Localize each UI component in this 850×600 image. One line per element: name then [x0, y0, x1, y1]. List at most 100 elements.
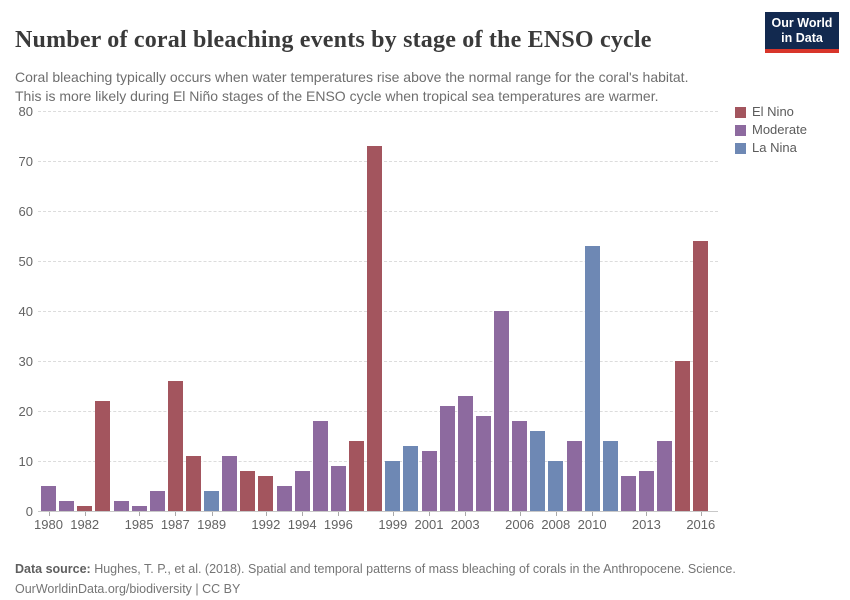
y-tick-label-30: 30: [18, 354, 33, 369]
bar-2014[interactable]: [657, 441, 673, 511]
bar-1990[interactable]: [222, 456, 238, 511]
bar-2016[interactable]: [693, 241, 709, 511]
bar-2009[interactable]: [566, 441, 582, 511]
legend-label: La Nina: [752, 140, 797, 155]
y-tick-label-80: 80: [18, 104, 33, 119]
x-tick-label-1989: 1989: [197, 517, 227, 532]
x-tick-1982: [84, 512, 86, 516]
x-tick-label-1994: 1994: [287, 517, 317, 532]
bar-1993[interactable]: [276, 486, 292, 511]
bar-1995[interactable]: [312, 421, 328, 511]
bar-1999[interactable]: [385, 461, 401, 511]
license-text: | CC BY: [191, 581, 241, 596]
x-tick-2010: [592, 512, 594, 516]
bar-2012[interactable]: [620, 476, 636, 511]
bar-1981[interactable]: [59, 501, 75, 511]
license-line: OurWorldinData.org/biodiversity | CC BY: [15, 579, 815, 599]
bar-2011[interactable]: [602, 441, 618, 511]
y-tick-label-50: 50: [18, 254, 33, 269]
x-tick-1999: [392, 512, 394, 516]
x-tick-1985: [139, 512, 141, 516]
x-tick-2013: [646, 512, 648, 516]
owid-url-link[interactable]: OurWorldinData.org/biodiversity: [15, 581, 192, 596]
x-tick-label-2010: 2010: [577, 517, 607, 532]
page-title: Number of coral bleaching events by stag…: [15, 27, 652, 54]
bar-1983[interactable]: [95, 401, 111, 511]
y-tick-label-60: 60: [18, 204, 33, 219]
owid-logo-line2: in Data: [781, 30, 823, 45]
chart-subtitle: Coral bleaching typically occurs when wa…: [15, 68, 755, 106]
x-tick-label-2008: 2008: [541, 517, 571, 532]
legend-label: Moderate: [752, 122, 807, 137]
bar-1998[interactable]: [367, 146, 383, 511]
x-tick-2001: [429, 512, 430, 516]
x-tick-label-1996: 1996: [323, 517, 353, 532]
bar-1997[interactable]: [349, 441, 364, 511]
bar-1984[interactable]: [113, 501, 129, 511]
x-tick-label-1992: 1992: [251, 517, 281, 532]
bar-1980[interactable]: [41, 486, 56, 511]
y-tick-label-10: 10: [18, 454, 33, 469]
subtitle-line-2: This is more likely during El Niño stage…: [15, 88, 659, 104]
bar-2006[interactable]: [512, 421, 528, 511]
x-tick-1994: [302, 512, 304, 516]
x-axis-line: [38, 511, 718, 512]
x-tick-2006: [519, 512, 521, 516]
x-tick-label-2001: 2001: [414, 517, 444, 532]
legend-item-la-nina[interactable]: La Nina: [735, 140, 807, 155]
bar-2015[interactable]: [675, 361, 691, 511]
x-tick-label-2013: 2013: [631, 517, 661, 532]
x-tick-1980: [48, 512, 50, 516]
owid-logo-line1: Our World: [771, 15, 833, 30]
owid-logo: Our World in Data: [765, 12, 839, 53]
bar-1988[interactable]: [186, 456, 201, 511]
y-tick-label-40: 40: [18, 304, 33, 319]
bar-1985[interactable]: [131, 506, 147, 511]
bar-2004[interactable]: [475, 416, 491, 511]
legend-swatch-icon: [735, 124, 746, 136]
bar-1986[interactable]: [149, 491, 165, 511]
bar-2010[interactable]: [584, 246, 600, 511]
bar-2005[interactable]: [494, 311, 509, 511]
x-tick-2003: [465, 512, 467, 516]
bar-2013[interactable]: [638, 471, 654, 511]
x-tick-1987: [175, 512, 177, 516]
bar-2007[interactable]: [530, 431, 546, 511]
data-source-line: Data source: Hughes, T. P., et al. (2018…: [15, 559, 815, 579]
bar-1994[interactable]: [294, 471, 310, 511]
bar-1992[interactable]: [258, 476, 274, 511]
x-tick-2016: [700, 512, 702, 516]
bar-1989[interactable]: [204, 491, 220, 511]
bar-2002[interactable]: [439, 406, 455, 511]
y-tick-label-20: 20: [18, 404, 33, 419]
x-tick-1992: [265, 512, 267, 516]
gridline-80: [38, 111, 718, 112]
chart-footer: Data source: Hughes, T. P., et al. (2018…: [15, 559, 815, 599]
y-tick-label-0: 0: [25, 504, 33, 519]
x-tick-label-1987: 1987: [160, 517, 190, 532]
x-tick-label-1982: 1982: [70, 517, 100, 532]
legend-swatch-icon: [735, 106, 746, 118]
legend-label: El Nino: [752, 104, 794, 119]
bar-1996[interactable]: [330, 466, 346, 511]
x-tick-label-2003: 2003: [450, 517, 480, 532]
x-tick-2008: [555, 512, 557, 516]
x-tick-label-1980: 1980: [34, 517, 63, 532]
legend-item-moderate[interactable]: Moderate: [735, 122, 807, 137]
chart-legend: El Nino Moderate La Nina: [735, 104, 807, 160]
data-source-label: Data source:: [15, 561, 91, 576]
bar-2008[interactable]: [548, 461, 564, 511]
bar-2003[interactable]: [457, 396, 473, 511]
bar-1991[interactable]: [240, 471, 256, 511]
legend-item-el-nino[interactable]: El Nino: [735, 104, 807, 119]
bar-1987[interactable]: [167, 381, 183, 511]
x-tick-1989: [211, 512, 213, 516]
bar-2001[interactable]: [421, 451, 437, 511]
bar-2000[interactable]: [403, 446, 419, 511]
bar-1982[interactable]: [77, 506, 93, 511]
x-tick-label-2016: 2016: [686, 517, 716, 532]
x-tick-1996: [338, 512, 340, 516]
y-tick-label-70: 70: [18, 154, 33, 169]
data-source-text: Hughes, T. P., et al. (2018). Spatial an…: [90, 561, 736, 576]
